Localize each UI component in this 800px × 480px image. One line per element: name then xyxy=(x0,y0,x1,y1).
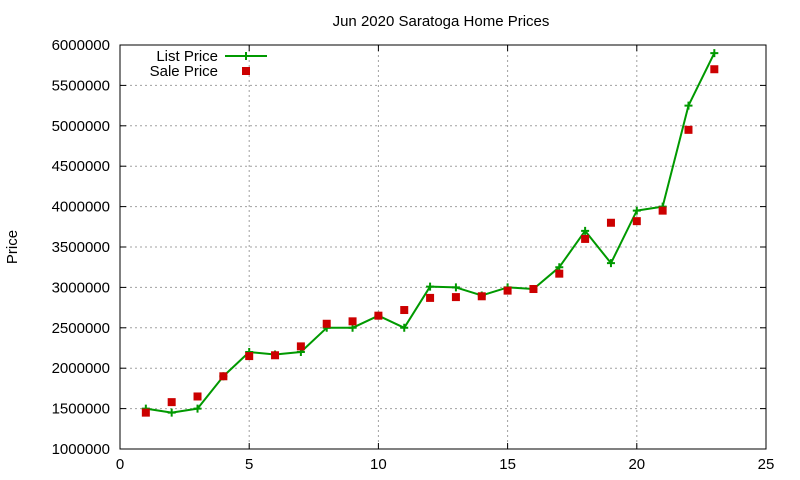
list-price-point xyxy=(632,206,641,215)
list-price-point xyxy=(167,408,176,417)
sale-price-point xyxy=(245,352,254,361)
sale-price-point xyxy=(348,317,357,326)
sale-price-point xyxy=(271,351,280,360)
legend-marker-sale-price xyxy=(242,67,250,75)
y-tick-label: 4500000 xyxy=(52,158,110,175)
sale-price-point xyxy=(503,286,512,295)
list-price-point xyxy=(606,259,615,268)
sale-price-point xyxy=(451,293,460,302)
chart-title: Jun 2020 Saratoga Home Prices xyxy=(333,13,550,30)
sale-price-point xyxy=(219,372,228,381)
list-price-point xyxy=(400,323,409,332)
legend-label-sale-price: Sale Price xyxy=(150,63,218,80)
x-tick-label: 25 xyxy=(758,456,775,473)
sale-price-point xyxy=(322,319,331,328)
y-tick-label: 1000000 xyxy=(52,441,110,458)
sale-price-point xyxy=(193,392,202,401)
y-tick-label: 5500000 xyxy=(52,77,110,94)
y-tick-label: 3000000 xyxy=(52,279,110,296)
x-tick-label: 0 xyxy=(116,456,124,473)
y-tick-label: 4000000 xyxy=(52,199,110,216)
sale-price-point xyxy=(581,234,590,243)
sale-price-point xyxy=(606,218,615,227)
y-tick-label: 2500000 xyxy=(52,320,110,337)
sale-price-point xyxy=(426,293,435,302)
list-price-point xyxy=(710,49,719,58)
sale-price-point xyxy=(141,408,150,417)
sale-price-point xyxy=(684,125,693,134)
y-tick-label: 6000000 xyxy=(52,37,110,54)
y-axis-label: Price xyxy=(4,230,21,264)
list-price-line xyxy=(145,52,716,414)
y-tick-label: 1500000 xyxy=(52,401,110,418)
sale-price-point xyxy=(529,285,538,294)
list-price-point xyxy=(426,282,435,291)
sale-price-point xyxy=(296,342,305,351)
sale-price-point xyxy=(374,311,383,320)
x-tick-label: 15 xyxy=(499,456,516,473)
list-price-point xyxy=(581,226,590,235)
sale-price-point xyxy=(658,206,667,215)
sale-price-point xyxy=(555,269,564,278)
list-price-point xyxy=(684,101,693,110)
sale-price-point xyxy=(167,398,176,407)
legend-marker-list-price xyxy=(242,52,250,60)
x-tick-label: 10 xyxy=(370,456,387,473)
sale-price-point xyxy=(632,217,641,226)
sale-price-point xyxy=(477,292,486,301)
x-tick-label: 5 xyxy=(245,456,253,473)
legend-label-list-price: List Price xyxy=(156,48,218,65)
y-tick-label: 5000000 xyxy=(52,118,110,135)
y-tick-label: 2000000 xyxy=(52,360,110,377)
sale-price-point xyxy=(710,65,719,74)
y-tick-label: 3500000 xyxy=(52,239,110,256)
list-price-point xyxy=(193,404,202,413)
x-tick-label: 20 xyxy=(628,456,645,473)
sale-price-point xyxy=(400,306,409,315)
list-price-point xyxy=(451,283,460,292)
